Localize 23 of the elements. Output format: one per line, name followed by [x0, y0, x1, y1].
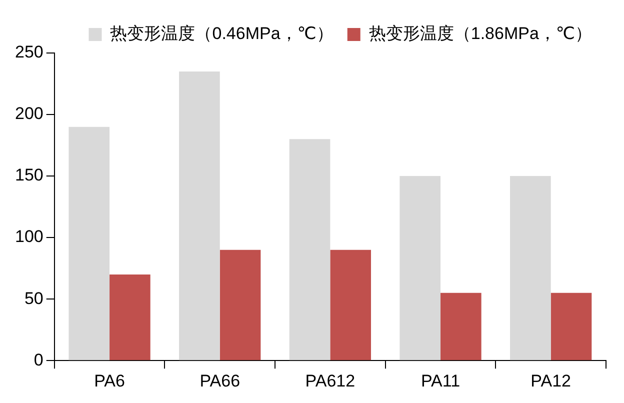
y-tick-label: 100	[14, 227, 44, 246]
y-tick-label: 50	[24, 288, 44, 308]
y-tick-label: 250	[14, 42, 44, 62]
bar	[330, 250, 372, 360]
bar	[68, 126, 110, 360]
bar	[550, 292, 592, 360]
y-tick-label: 150	[14, 166, 44, 185]
y-tick-label: 0	[34, 350, 44, 370]
bar	[400, 176, 441, 360]
x-tick-label: PA66	[200, 371, 240, 390]
bar	[220, 250, 261, 360]
bar	[110, 274, 150, 360]
x-tick-label: PA12	[530, 371, 571, 390]
legend-label: 热变形温度（0.46MPa，℃）	[110, 24, 334, 44]
y-tick-label: 200	[14, 104, 44, 124]
bar	[440, 292, 482, 360]
bar	[510, 176, 551, 360]
bar	[179, 71, 220, 360]
x-tick-label: PA11	[420, 371, 460, 390]
x-tick-label: PA612	[305, 371, 356, 390]
bar	[289, 139, 330, 360]
x-tick-label: PA6	[94, 371, 125, 390]
legend-label: 热变形温度（1.86MPa，℃）	[368, 24, 592, 44]
